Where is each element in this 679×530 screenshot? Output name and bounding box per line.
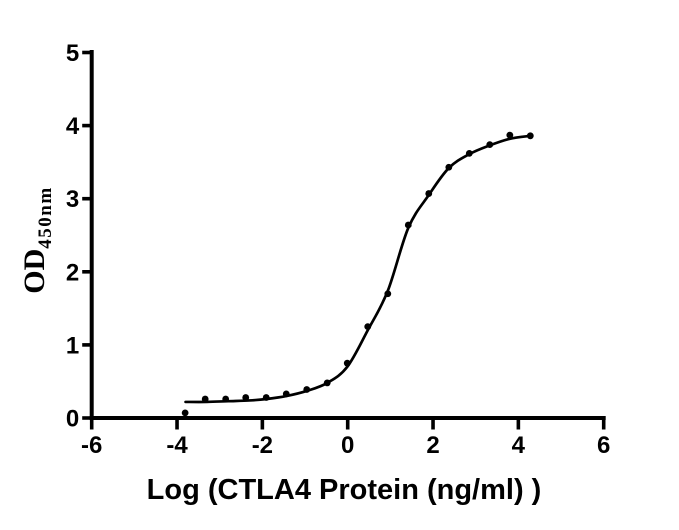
data-point (201, 395, 209, 403)
data-point (445, 163, 453, 171)
y-tick-label: 1 (66, 332, 79, 359)
y-tick-label: 5 (66, 40, 79, 67)
data-point (343, 359, 351, 367)
data-point (282, 390, 290, 398)
y-tick-label: 2 (66, 259, 79, 286)
x-tick-label: 4 (512, 432, 526, 459)
y-axis-title-main: OD (18, 249, 51, 294)
data-point (303, 386, 311, 393)
data-point (262, 394, 270, 401)
x-tick-label: -2 (252, 432, 273, 459)
data-point (242, 394, 250, 401)
axis-ticks (82, 50, 606, 430)
y-axis-title: OD450nm (18, 186, 56, 293)
data-point (526, 132, 534, 140)
data-point (404, 221, 412, 229)
x-tick-label: -6 (81, 432, 102, 459)
x-axis-title: Log (CTLA4 Protein (ng/ml) ) (147, 474, 542, 506)
y-axis-title-subscript: 450nm (35, 186, 56, 248)
data-point (323, 379, 331, 387)
data-point (364, 323, 372, 331)
x-tick-label: 2 (426, 432, 439, 459)
y-tick-label: 3 (66, 186, 79, 213)
data-point (506, 131, 514, 139)
data-point (425, 190, 433, 197)
x-tick-label: -4 (166, 432, 188, 459)
x-tick-label: 0 (341, 432, 354, 459)
data-point (222, 395, 230, 403)
fit-curve-line (184, 134, 532, 404)
x-tick-label: 6 (597, 432, 610, 459)
y-tick-label: 0 (66, 406, 79, 433)
data-point (181, 409, 189, 417)
data-point (465, 149, 473, 157)
data-points (181, 131, 534, 417)
data-point (384, 290, 392, 298)
tick-labels: 0 1 2 3 4 5 -6 -4 -2 0 2 4 6 (66, 40, 611, 459)
y-tick-label: 4 (66, 113, 80, 140)
data-point (486, 141, 494, 149)
